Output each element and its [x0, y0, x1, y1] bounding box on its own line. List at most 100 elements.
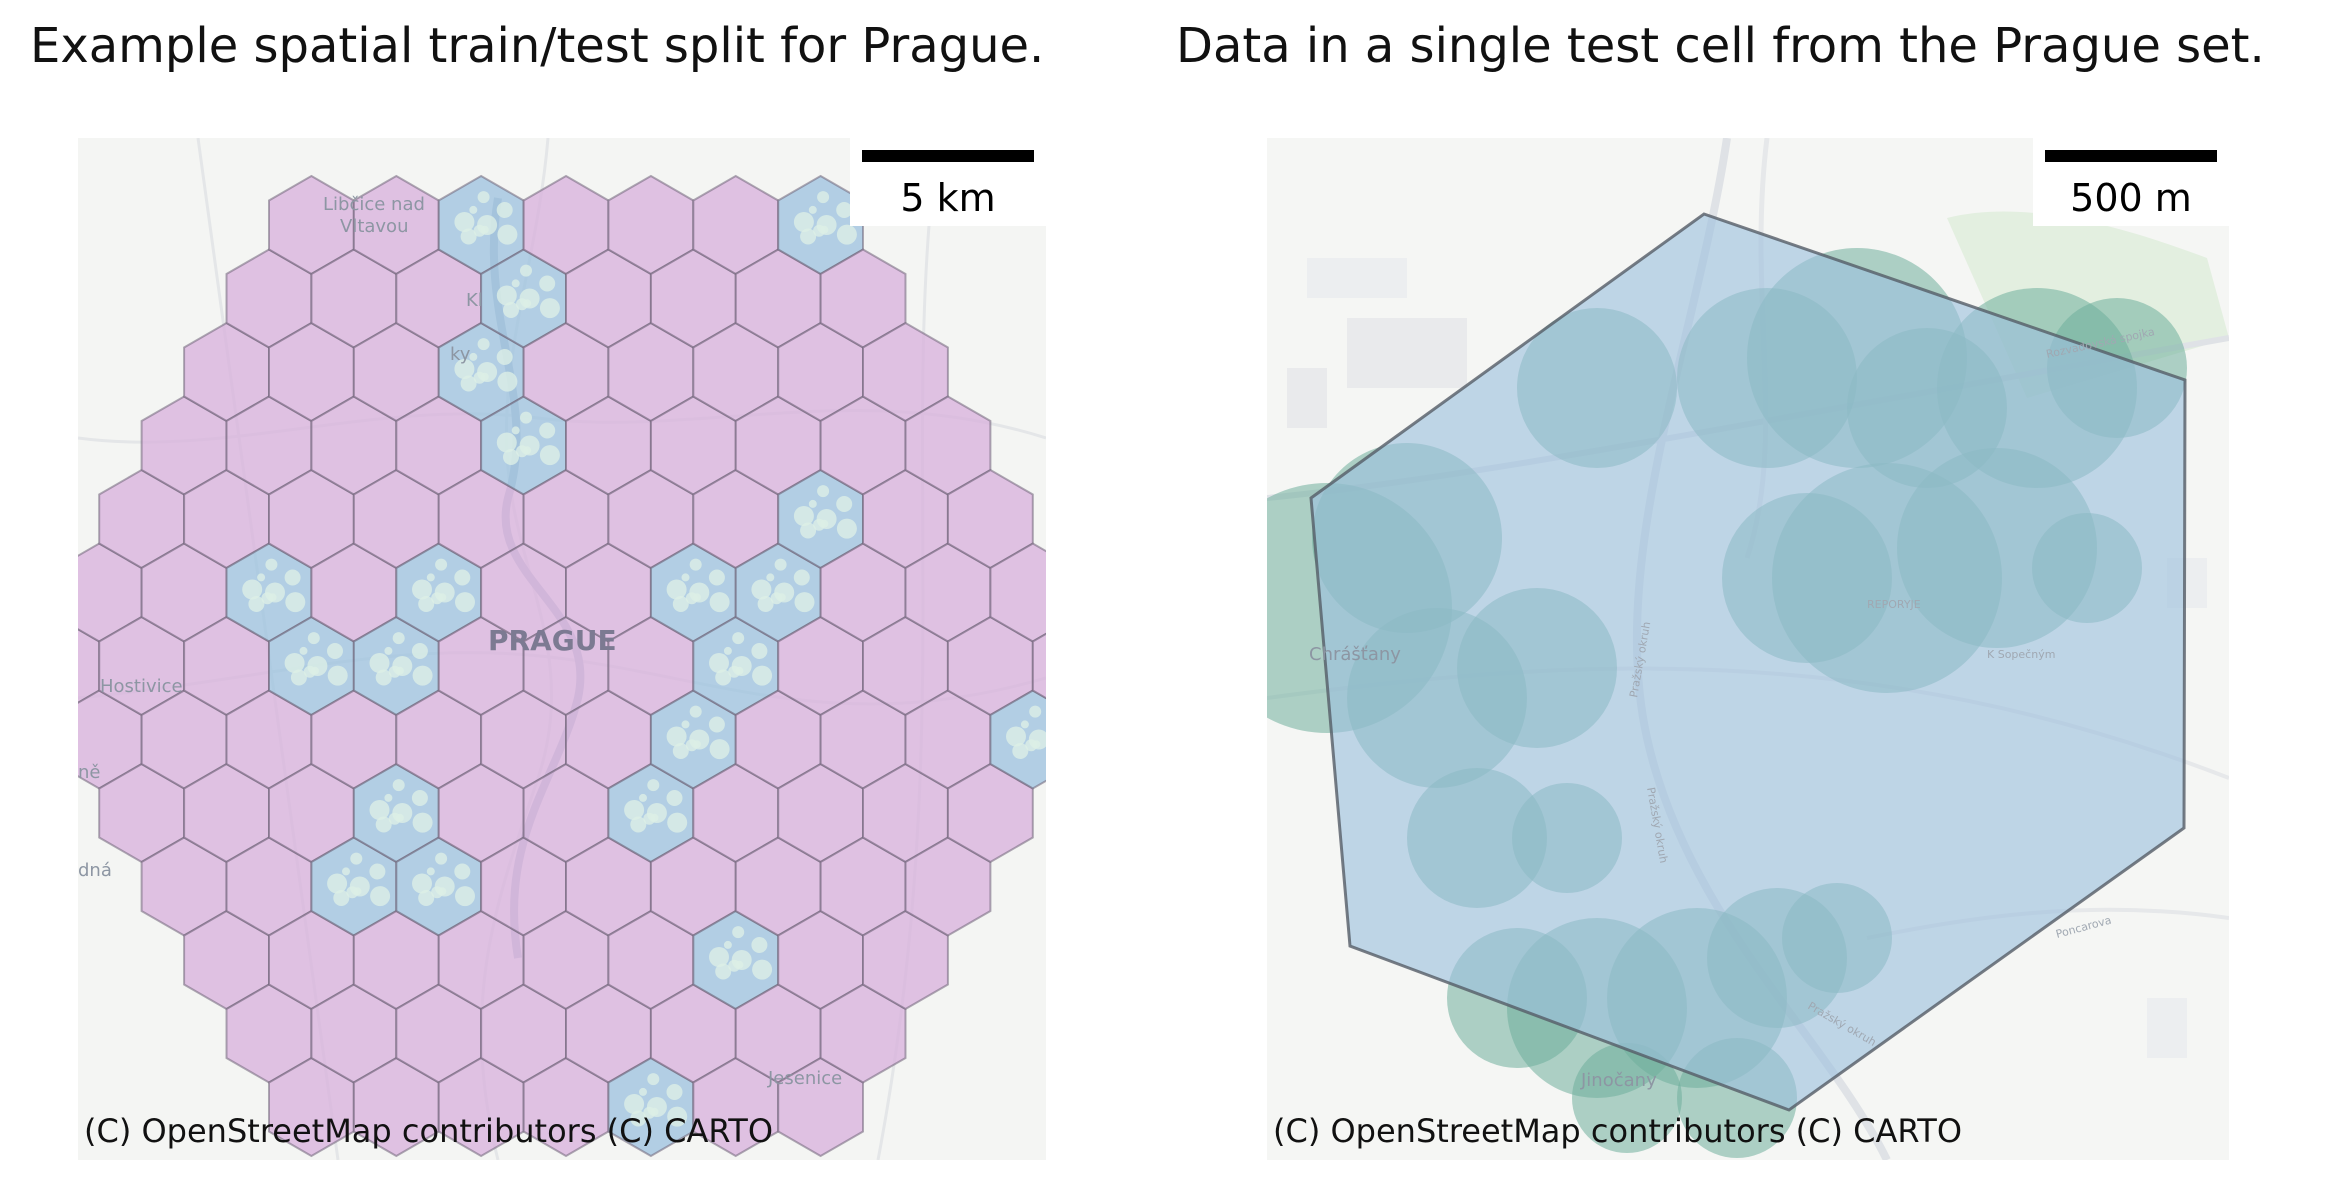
data-point-cluster [369, 653, 390, 673]
data-point-cluster [327, 873, 348, 894]
data-point-cluster [342, 867, 350, 876]
data-point-cluster [639, 793, 647, 802]
data-point-cluster [496, 349, 513, 365]
data-point-cluster [1012, 743, 1029, 759]
data-point-cluster [1029, 705, 1042, 718]
data-point-cluster [511, 426, 520, 435]
data-point-cluster [369, 863, 386, 880]
scale-bar-label: 5 km [900, 176, 996, 220]
data-point-cluster [333, 890, 350, 906]
data-point-cluster [307, 632, 320, 645]
data-point-cluster [369, 800, 390, 820]
data-point-cluster [770, 592, 783, 605]
data-point-cluster [1006, 726, 1026, 747]
data-point-cluster [497, 224, 518, 245]
data-point-cluster [672, 743, 689, 759]
data-point-cluster [817, 191, 830, 204]
data-point-cluster [766, 573, 775, 582]
data-point-cluster [774, 558, 787, 571]
data-point-cluster [284, 653, 305, 673]
data-point-cluster [496, 202, 513, 218]
data-point-cluster [473, 371, 486, 384]
data-point-cluster [290, 669, 307, 686]
data-point-cluster [392, 632, 405, 645]
prague-split-map[interactable]: Libčice nad Vltavou Kl ky Hostivice ně d… [78, 138, 1046, 1160]
data-point-cluster [709, 739, 730, 760]
data-point-cluster [709, 947, 729, 967]
data-point-cluster [808, 205, 817, 214]
hex-grid [78, 174, 1046, 1158]
data-point-cluster [752, 959, 773, 980]
data-point-cluster [667, 1106, 688, 1127]
data-point-cluster [681, 720, 690, 729]
data-point-cluster [813, 518, 826, 531]
data-point-cluster [643, 812, 656, 825]
right-panel-title: Data in a single test cell from the Prag… [1176, 18, 2265, 74]
data-point-cluster [284, 569, 301, 586]
data-point-cluster [1025, 739, 1038, 752]
data-point-cluster [667, 812, 688, 833]
data-point-cluster [375, 816, 392, 833]
data-point-cluster [327, 665, 348, 686]
place-label-hostivice: Hostivice [100, 676, 183, 697]
data-point-cluster [793, 569, 810, 586]
data-point-cluster [384, 646, 393, 655]
place-label-ne: ně [78, 762, 100, 783]
data-point-cluster [431, 592, 444, 605]
data-point-cluster [303, 665, 316, 678]
data-point-cluster [412, 665, 433, 686]
place-label-libcice: Libčice nad [323, 194, 425, 215]
data-point-cluster [460, 228, 477, 245]
data-point-cluster [732, 632, 745, 645]
data-point-cluster [473, 224, 486, 237]
data-point-cluster [392, 779, 405, 792]
data-point-cluster [469, 205, 478, 214]
data-point-cluster [630, 816, 647, 833]
test-cell-hexagon [1309, 212, 2187, 1112]
data-point-cluster [431, 886, 444, 899]
scale-bar-line [2045, 150, 2217, 162]
place-label-vltavou: Vltavou [340, 216, 408, 237]
data-point-cluster [520, 411, 532, 424]
data-point-cluster [643, 1106, 656, 1119]
data-point-cluster [757, 596, 774, 612]
data-point-cluster [808, 499, 817, 508]
data-point-cluster [265, 558, 278, 571]
data-point-cluster [751, 643, 768, 659]
map-attribution: (C) OpenStreetMap contributors (C) CARTO [1273, 1112, 1963, 1150]
data-point-cluster [539, 298, 560, 319]
data-point-cluster [426, 867, 435, 876]
data-point-cluster [715, 669, 732, 686]
data-point-cluster [794, 592, 815, 613]
data-point-cluster [242, 579, 263, 600]
data-point-cluster [1020, 720, 1029, 729]
data-point-cluster [666, 579, 687, 600]
data-point-cluster [539, 275, 556, 292]
data-point-cluster [454, 212, 475, 232]
data-point-cluster [666, 790, 683, 806]
data-point-cluster [689, 558, 702, 571]
data-point-cluster [299, 646, 308, 655]
data-point-cluster [689, 705, 702, 718]
data-point-cluster [503, 302, 519, 318]
data-point-cluster [411, 790, 428, 806]
data-point-cluster [412, 812, 433, 833]
data-point-cluster [715, 963, 732, 980]
data-point-cluster [455, 886, 475, 907]
data-point-cluster [477, 191, 490, 204]
data-region [1572, 1043, 1682, 1153]
place-label-jesenice: Jesenice [767, 1068, 842, 1089]
data-point-cluster [388, 665, 401, 678]
data-point-cluster [384, 793, 393, 802]
data-point-cluster [751, 579, 772, 600]
data-point-cluster [681, 573, 690, 582]
test-cell-map[interactable]: Chrášťany Jinočany Pražský okruh Pražský… [1267, 138, 2229, 1160]
scale-bar: 5 km [850, 138, 1046, 226]
data-point-cluster [800, 522, 817, 539]
data-point-cluster [435, 852, 448, 865]
data-point-cluster [793, 212, 814, 232]
data-point-cluster [708, 569, 725, 586]
data-point-cluster [511, 279, 520, 288]
data-point-cluster [496, 285, 517, 306]
data-point-cluster [454, 569, 471, 586]
